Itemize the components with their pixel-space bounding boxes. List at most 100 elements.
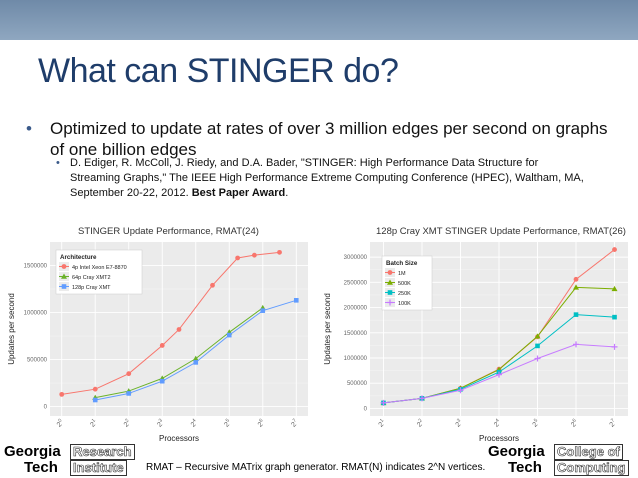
data-point [235,255,241,261]
chart-title: STINGER Update Performance, RMAT(24) [78,226,259,237]
footer-note: RMAT – Recursive MATrix graph generator.… [146,462,486,473]
data-point [573,341,580,348]
x-tick-label: 25 [530,418,541,429]
data-point [193,360,199,365]
y-tick-label: 2500000 [344,280,368,286]
data-point [380,399,387,406]
data-point [573,312,579,317]
x-tick-label: 22 [121,418,132,429]
legend-label: 250K [398,291,411,297]
data-point [611,285,618,292]
y-tick-label: 1000000 [344,356,368,362]
data-point [418,395,425,402]
y-tick-label: 2000000 [344,306,368,312]
data-point [573,276,579,282]
header-bar [0,0,638,40]
award-suffix: . [285,187,289,199]
reference-text: D. Ediger, R. McColl, J. Riedy, and D.A.… [70,157,584,199]
x-tick-label: 24 [492,418,503,429]
data-point [251,252,257,258]
reference-text-wrap: D. Ediger, R. McColl, J. Riedy, and D.A.… [70,156,590,201]
data-point [277,249,282,255]
x-axis-label: Processors [479,434,519,443]
data-point [535,343,540,349]
data-point [496,371,502,378]
data-point [126,391,132,396]
x-tick-label: 23 [453,418,464,429]
legend-key-marker [387,270,393,275]
logo-coc-line1: Georgia [488,443,545,460]
x-tick-label: 21 [88,418,99,429]
y-tick-label: 0 [44,405,48,411]
sub-bullet-dot: • [56,157,60,169]
y-tick-label: 500000 [347,381,368,387]
chart-title: 128p Cray XMT STINGER Update Performance… [376,226,626,237]
legend-title: Architecture [60,254,97,261]
x-tick-label: 24 [188,418,199,429]
slide-title: What can STINGER do? [38,52,399,90]
logo-gtri-box1: Research [70,444,135,460]
data-point [612,314,617,320]
legend-key-marker [387,279,393,285]
data-point [159,378,165,384]
logo-gtri: Georgia Tech Research Institute [4,443,135,476]
x-tick-label: 26 [569,418,580,429]
main-bullet-text: Optimized to update at rates of over 3 m… [50,119,608,159]
chart-rmat26: 128p Cray XMT STINGER Update Performance… [323,226,628,443]
data-point [260,308,266,313]
x-tick-label: 26 [255,418,266,429]
legend-key-marker [61,284,67,289]
chart-rmat24: STINGER Update Performance, RMAT(24) 0 500… [7,226,308,443]
y-tick-label: 1500000 [344,331,368,337]
x-tick-label: 23 [155,418,166,429]
legend-key-marker [61,264,67,269]
legend-label: 64p Cray XMT2 [72,275,111,281]
legend-label: 100K [398,301,411,307]
data-point [92,397,98,403]
data-point [611,343,618,350]
y-tick-label: 500000 [27,358,48,364]
legend-key-marker [61,273,67,279]
logo-gtri-line2: Tech [24,459,58,476]
data-point [612,247,617,252]
data-point [534,355,541,362]
y-tick-label: 1500000 [24,264,48,270]
data-point [534,333,541,339]
x-axis-label: Processors [159,434,199,443]
legend-key-marker [387,299,393,306]
data-point [293,298,299,303]
data-point [176,327,182,332]
legend-label: 128p Cray XMT [72,285,111,291]
legend-title: Batch Size [386,260,418,267]
y-tick-label: 1000000 [24,311,48,317]
y-axis-label: Updates per second [323,293,332,365]
award-text: Best Paper Award [191,187,286,199]
legend-label: 4p Intel Xeon E7-8870 [72,265,127,271]
data-point [159,343,165,348]
data-point [126,371,132,377]
series-line [95,307,264,399]
logo-coc-box1: College of [554,444,623,460]
y-tick-label: 3000000 [344,255,368,261]
bullet-dot: • [26,119,32,138]
y-axis-label: Updates per second [7,293,16,365]
data-point [226,332,232,338]
data-point [210,282,215,288]
x-tick-label: 25 [222,418,233,429]
legend-box [55,249,143,295]
x-tick-label: 27 [289,418,300,429]
data-point [573,284,580,290]
y-tick-label: 0 [364,406,368,412]
legend-key-marker [387,290,393,295]
logo-coc-box2: Computing [554,460,629,476]
x-tick-label: 20 [54,418,65,429]
logo-coc-line2: Tech [508,459,542,476]
logo-gtri-box2: Institute [70,460,127,476]
legend-label: 1M [398,271,406,277]
x-tick-label: 22 [415,418,426,429]
logo-coc: Georgia Tech College of Computing [488,444,636,476]
legend-label: 500K [398,281,411,287]
data-point [92,386,98,392]
logo-gtri-line1: Georgia [4,443,61,460]
data-point [192,355,199,361]
